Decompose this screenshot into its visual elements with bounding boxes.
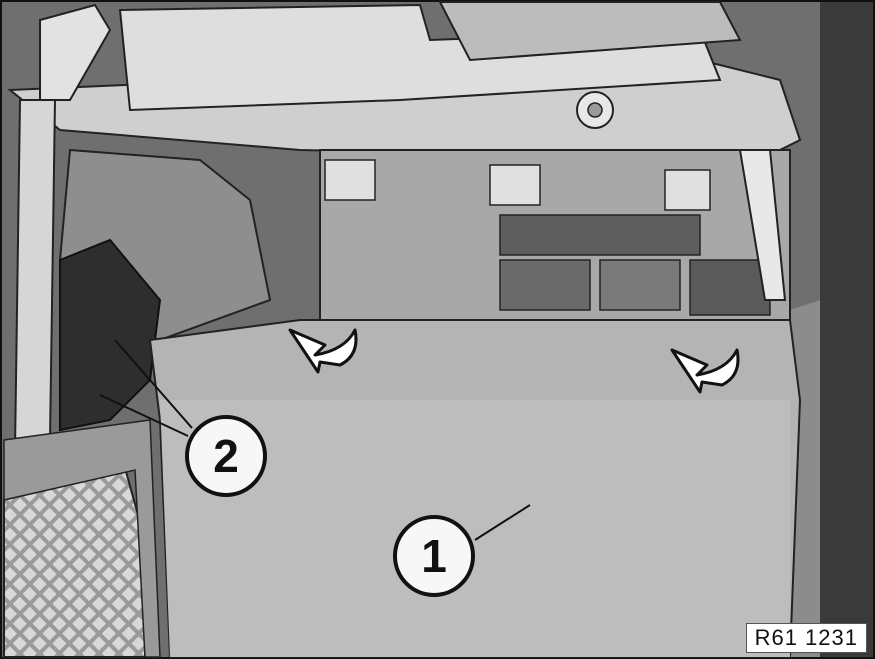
callout-1-label: 1	[421, 530, 447, 582]
callout-2-label: 2	[213, 430, 239, 482]
rotate-arrow-icon	[670, 348, 740, 394]
callout-1: 1	[393, 515, 475, 597]
leader-line-1	[474, 504, 531, 541]
wire-clip	[738, 149, 787, 301]
left-tube	[13, 99, 57, 452]
upper-duct	[438, 1, 742, 62]
rotate-arrow-icon	[288, 328, 358, 374]
right-dark-edge	[820, 2, 873, 657]
upper-bracket	[118, 3, 722, 112]
callout-2: 2	[185, 415, 267, 497]
leader-line-2a	[114, 339, 193, 429]
leader-line-2b	[99, 394, 189, 437]
reference-code: R61 1231	[745, 623, 867, 653]
